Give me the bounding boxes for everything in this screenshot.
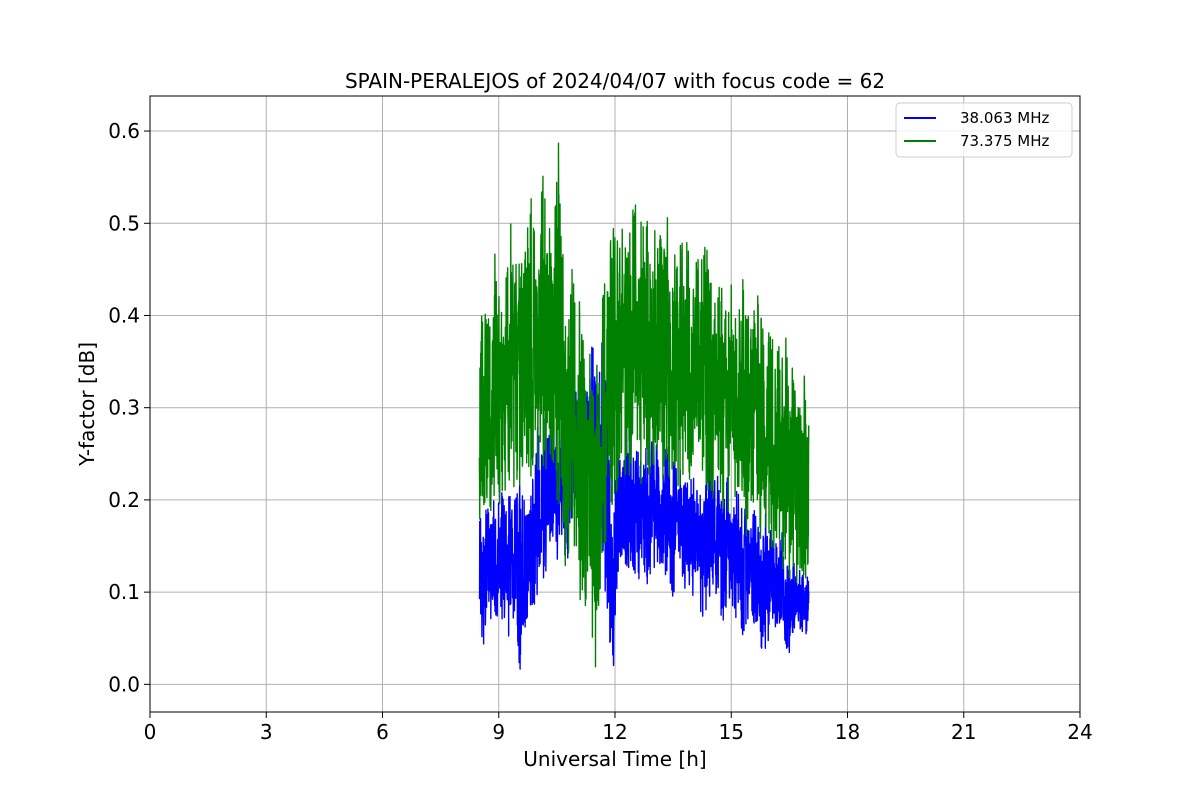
x-tick-label: 21 bbox=[951, 720, 976, 744]
x-tick-label: 3 bbox=[260, 720, 273, 744]
x-tick-label: 12 bbox=[602, 720, 627, 744]
x-tick-label: 18 bbox=[835, 720, 860, 744]
x-axis-label: Universal Time [h] bbox=[523, 747, 706, 771]
y-axis-label: Y-factor [dB] bbox=[75, 342, 99, 467]
y-tick-label: 0.1 bbox=[108, 580, 140, 604]
legend-box bbox=[895, 102, 1073, 158]
y-tick-label: 0.2 bbox=[108, 488, 140, 512]
axis-ticks: 0 3 6 9 12 15 18 21 24 0.0 0.1 0.2 0.3 0.4 0.5 0.6 bbox=[108, 119, 1093, 744]
legend: 38.063 MHz 73.375 MHz bbox=[895, 102, 1073, 158]
plot-series bbox=[478, 142, 810, 670]
y-tick-label: 0.4 bbox=[108, 303, 140, 327]
legend-label: 38.063 MHz bbox=[960, 109, 1049, 127]
y-tick-label: 0.3 bbox=[108, 396, 140, 420]
y-tick-label: 0.0 bbox=[108, 672, 140, 696]
y-tick-label: 0.6 bbox=[108, 119, 140, 143]
x-tick-label: 24 bbox=[1067, 720, 1092, 744]
series-line-1 bbox=[478, 342, 810, 670]
y-tick-label: 0.5 bbox=[108, 211, 140, 235]
x-tick-label: 9 bbox=[492, 720, 505, 744]
x-tick-label: 6 bbox=[376, 720, 389, 744]
legend-label: 73.375 MHz bbox=[960, 132, 1049, 150]
chart-title: SPAIN-PERALEJOS of 2024/04/07 with focus… bbox=[345, 69, 885, 93]
x-tick-label: 15 bbox=[719, 720, 744, 744]
series-line-2 bbox=[478, 142, 810, 668]
x-tick-label: 0 bbox=[144, 720, 157, 744]
